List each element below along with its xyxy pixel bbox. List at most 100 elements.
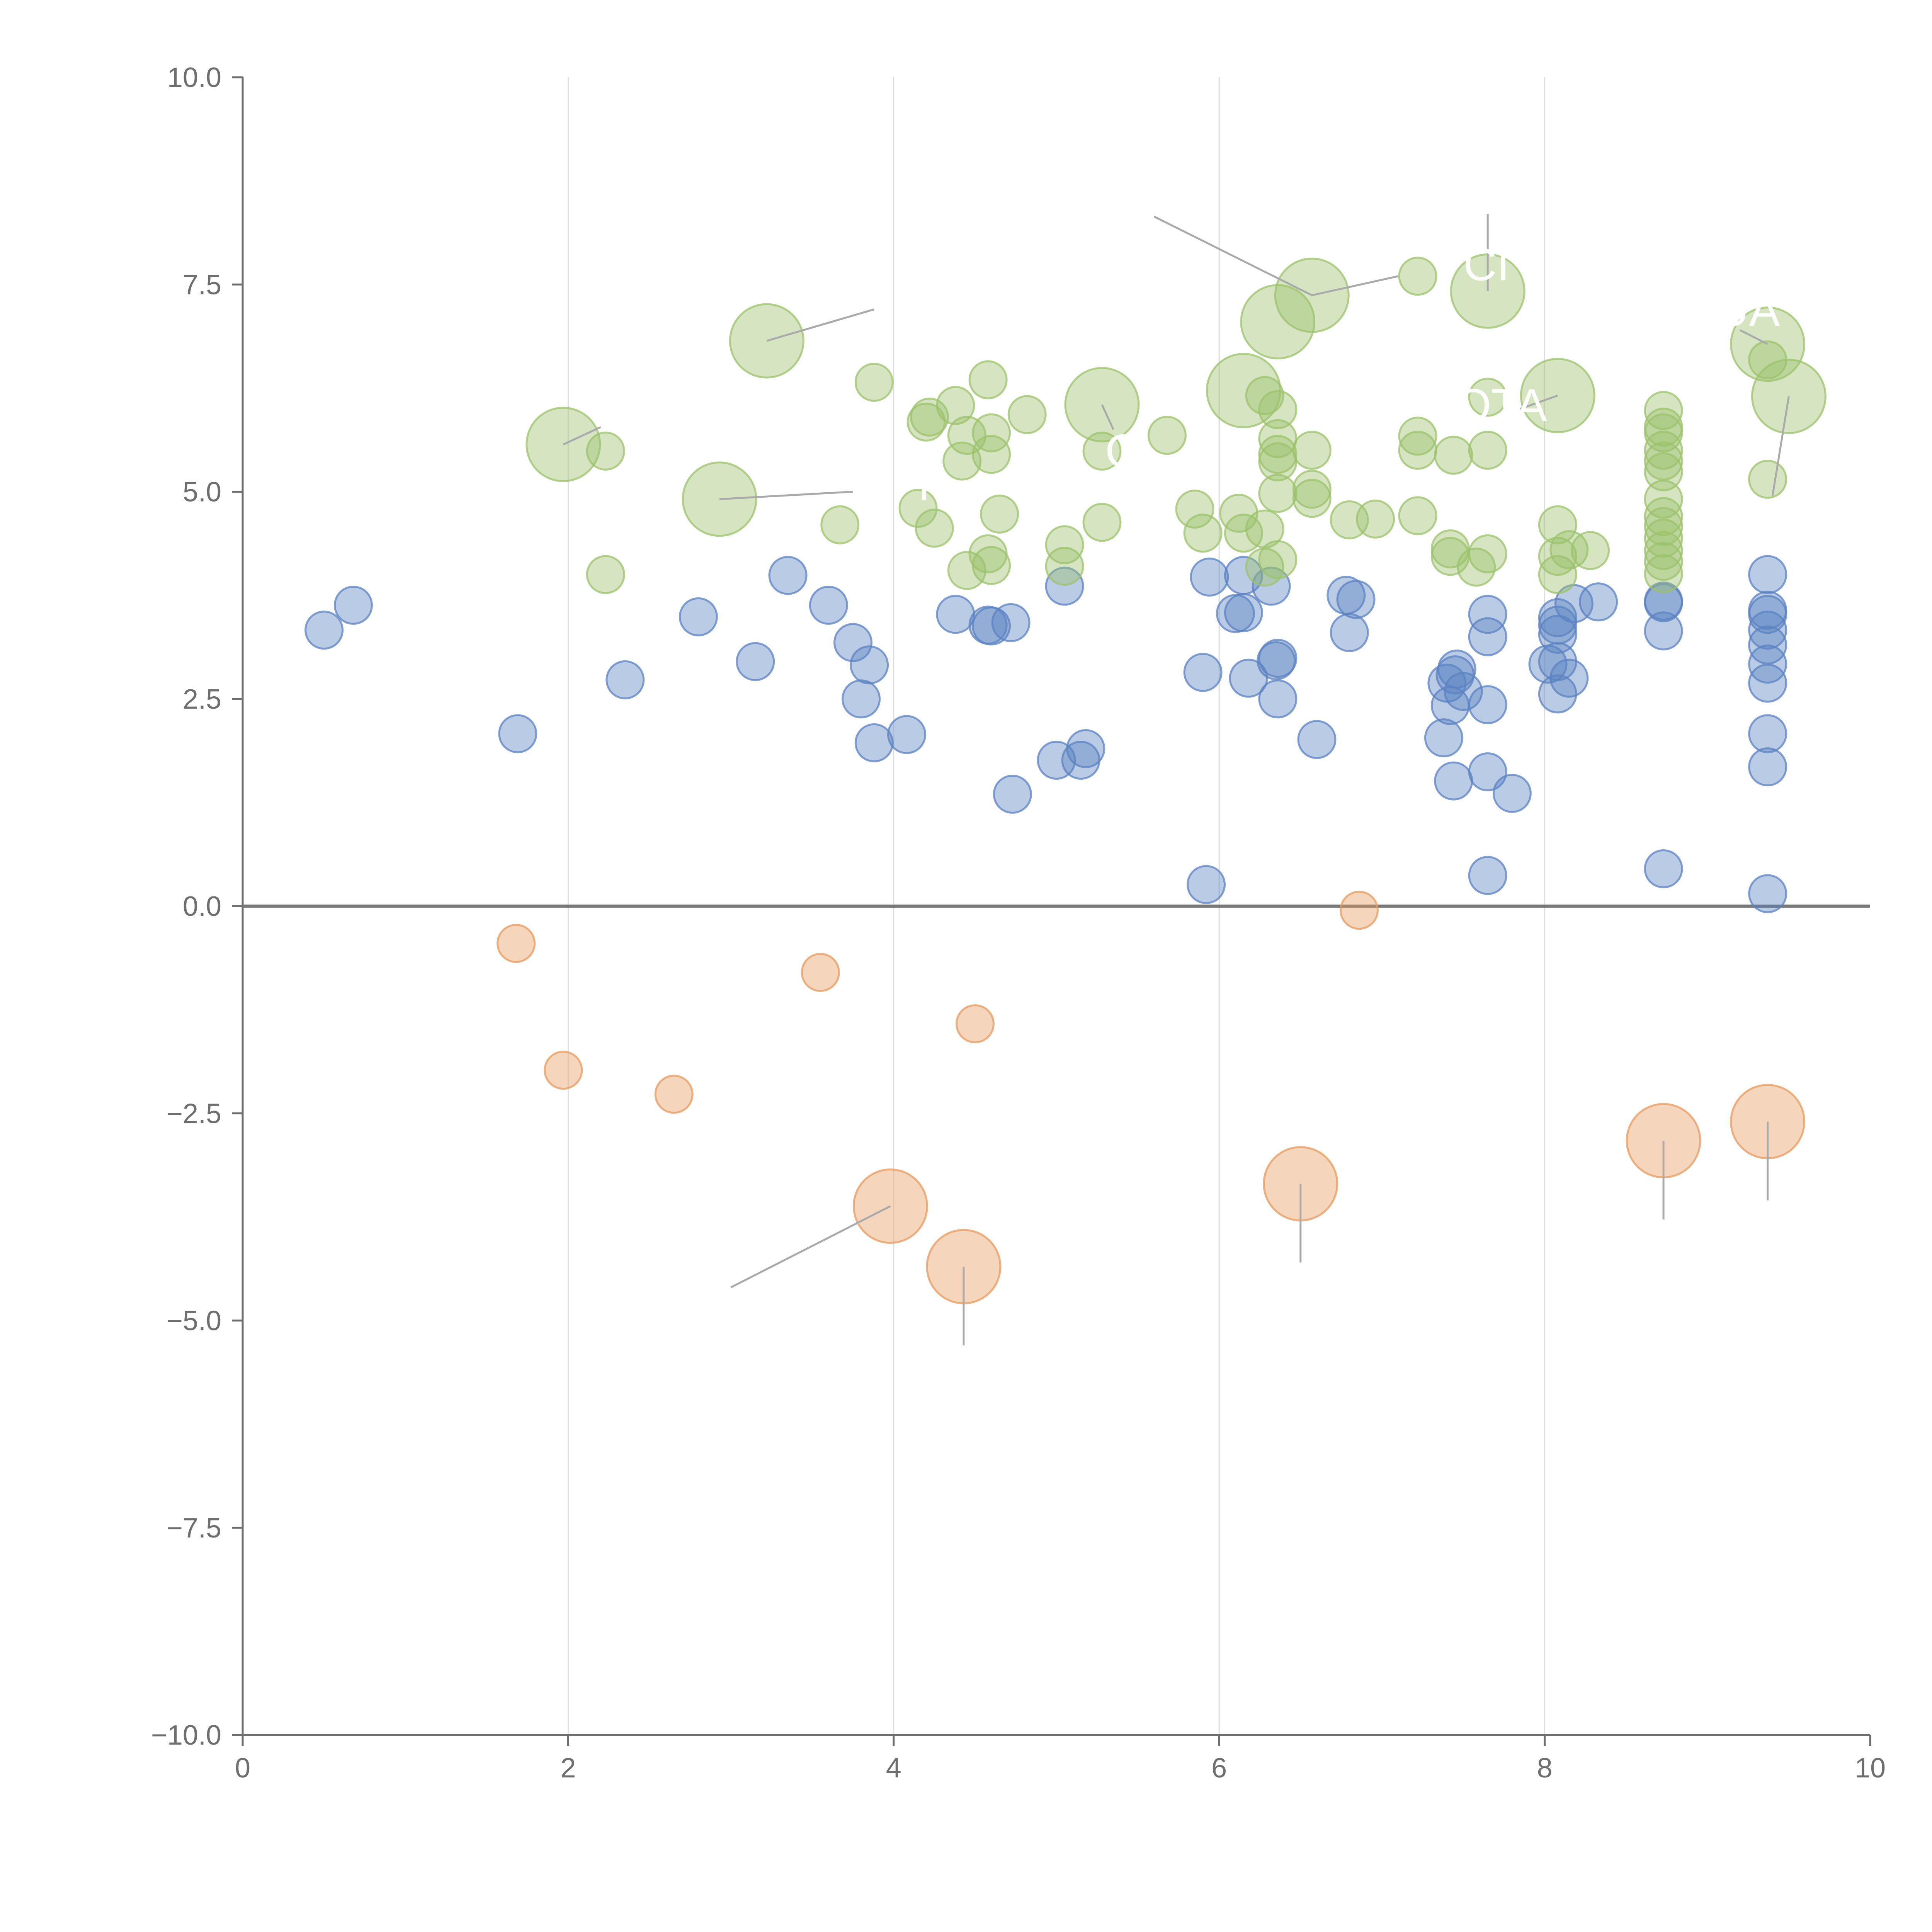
green-point <box>1356 499 1395 539</box>
blue-point <box>1434 761 1473 801</box>
y-tick-label: −10.0 <box>151 1720 221 1751</box>
blue-point <box>854 723 894 762</box>
annotation-leader <box>766 308 874 342</box>
green-point <box>1292 479 1332 518</box>
green-point <box>1398 496 1437 536</box>
green-point <box>1748 459 1787 499</box>
blue-point <box>498 714 537 753</box>
blue-point <box>1748 874 1787 913</box>
blue-point <box>1748 714 1787 753</box>
blue-point <box>1468 685 1507 724</box>
annotation-leader <box>1153 216 1313 296</box>
x-tick-label: 0 <box>235 1753 250 1784</box>
green-point <box>1644 542 1683 581</box>
blue-point <box>972 606 1011 646</box>
blue-point <box>1336 580 1376 619</box>
y-tick-label: −7.5 <box>167 1513 221 1544</box>
annotation-leaders <box>563 214 1790 1345</box>
green-point <box>972 435 1011 474</box>
green-point <box>1045 547 1084 586</box>
blue-point <box>1437 650 1476 689</box>
annotation-label: UA <box>1716 284 1780 336</box>
green-point <box>1644 497 1683 536</box>
green-point <box>972 546 1011 585</box>
blue-point <box>679 597 718 636</box>
orange-point <box>955 1004 995 1044</box>
blue-point <box>1644 611 1683 651</box>
blue-point <box>304 611 344 650</box>
green-point <box>1571 531 1610 570</box>
green-point <box>1644 519 1683 558</box>
green-point <box>1398 257 1437 296</box>
blue-point <box>1468 617 1507 656</box>
orange-point <box>544 1051 583 1090</box>
y-tick-label: 7.5 <box>183 269 221 300</box>
green-point <box>1258 390 1298 429</box>
blue-point <box>333 585 373 625</box>
blue-point <box>1748 595 1787 634</box>
green-point <box>968 360 1008 400</box>
orange-point <box>801 953 840 992</box>
green-point <box>915 509 954 548</box>
green-point <box>1644 441 1683 481</box>
blue-point <box>1748 611 1787 650</box>
blue-point <box>1579 582 1618 622</box>
blue-point <box>1492 774 1532 813</box>
green-point <box>1147 416 1187 455</box>
green-point <box>947 551 986 590</box>
green-point <box>1258 540 1298 579</box>
y-tick-label: 0.0 <box>183 891 221 922</box>
blue-point <box>991 603 1031 642</box>
green-point <box>1644 430 1683 470</box>
green-point <box>1644 391 1683 430</box>
y-tick-label: −5.0 <box>167 1306 221 1337</box>
y-tick-label: 10.0 <box>167 62 221 93</box>
annotation-label: OTA <box>1455 379 1547 431</box>
green-point <box>586 555 625 594</box>
green-point <box>1045 525 1084 565</box>
annotation-labels: S Q T I CI OTA UA <box>894 151 1780 510</box>
green-point <box>1468 534 1507 573</box>
blue-point <box>936 595 975 634</box>
blue-point <box>1190 557 1229 597</box>
green-point <box>1398 417 1437 456</box>
blue-point <box>1748 555 1787 594</box>
green-point <box>1292 430 1332 470</box>
blue-point <box>1468 595 1507 634</box>
blue-point <box>1224 593 1263 633</box>
green-point <box>1245 548 1284 587</box>
annotation-label: Q <box>1105 425 1141 477</box>
annotation-label: CI <box>1463 239 1510 291</box>
annotation-label: S <box>894 239 925 291</box>
green-point <box>820 505 860 544</box>
green-point <box>1175 490 1214 529</box>
blue-point <box>842 679 881 719</box>
blue-point <box>736 642 775 681</box>
leader-line <box>730 1205 891 1288</box>
green-point <box>1183 514 1223 553</box>
orange-point <box>497 924 536 963</box>
blue-point <box>768 556 808 595</box>
blue-point <box>1229 658 1268 698</box>
axes: 0 2 4 6 8 10 −10.0 −7.5 −5.0 −2.5 0.0 2.5 5.0 7.5 10.0 <box>151 62 1886 1784</box>
annotation-label: T <box>910 458 938 510</box>
green-point <box>854 362 894 402</box>
green-point <box>1644 413 1683 452</box>
green-point <box>1082 431 1122 471</box>
blue-point <box>1538 614 1577 654</box>
y-tick-label: 5.0 <box>183 477 221 508</box>
y-tick-label: −2.5 <box>167 1098 221 1129</box>
green-point <box>1398 430 1437 470</box>
green-point <box>1292 469 1332 509</box>
green-point <box>1007 395 1047 434</box>
green-point <box>1644 507 1683 546</box>
green-point <box>1644 531 1683 570</box>
green-point <box>586 431 625 471</box>
blue-point <box>1644 583 1683 622</box>
blue-point <box>1468 856 1507 895</box>
blue-point <box>1549 658 1589 698</box>
blue-point <box>993 774 1032 814</box>
blue-point <box>1297 720 1337 759</box>
orange-point <box>654 1075 694 1114</box>
blue-point <box>605 660 645 699</box>
